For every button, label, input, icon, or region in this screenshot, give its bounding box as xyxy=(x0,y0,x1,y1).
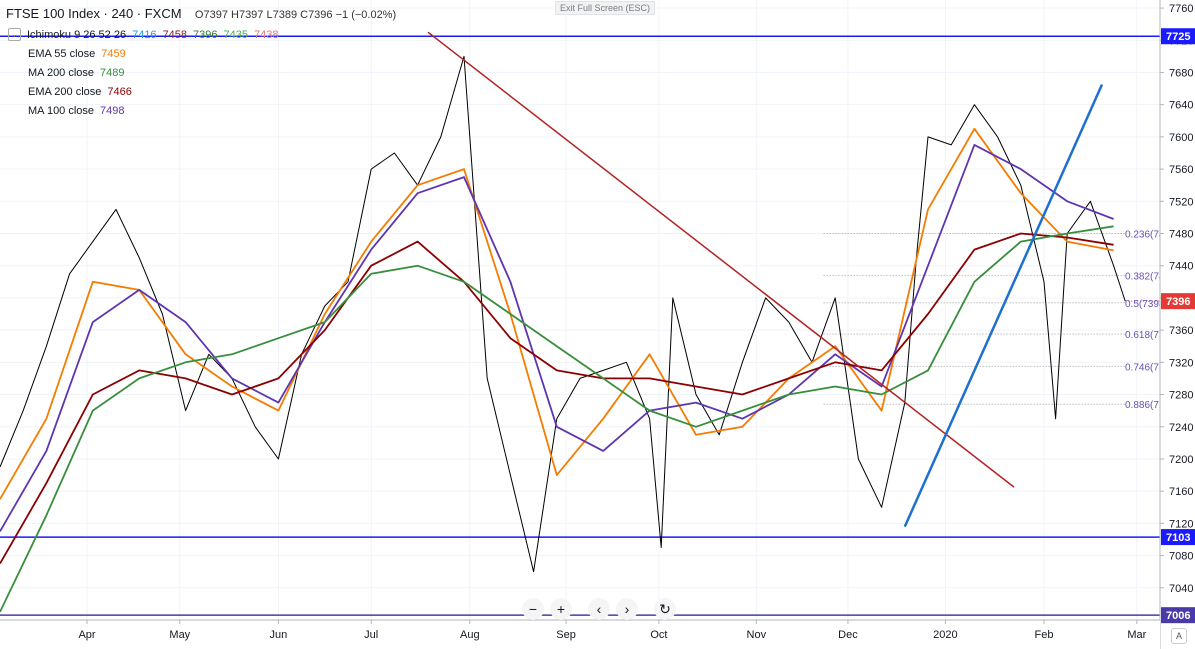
price-tick-label: 7280 xyxy=(1169,390,1193,402)
price-tick-label: 7480 xyxy=(1169,229,1193,241)
time-tick-label: Jun xyxy=(270,629,288,641)
trendline[interactable] xyxy=(903,84,1104,528)
chart-header: FTSE 100 Index · 240 · FXCM O7397 H7397 … xyxy=(6,6,396,21)
price-tick-label: 7640 xyxy=(1169,100,1193,112)
zoom-in-button[interactable]: + xyxy=(550,598,572,620)
horizontal-level-tag xyxy=(1161,529,1195,546)
fibonacci-levels: 0.236(74 0.382(74 0.5(7394 0.618(73 0.746(73… xyxy=(823,230,1165,411)
fib-level-label: 0.382(74 xyxy=(1125,271,1165,282)
time-tick-label: Aug xyxy=(460,629,480,641)
horizontal-level-label: 7725 xyxy=(1166,31,1190,43)
time-tick-label: Feb xyxy=(1035,629,1054,641)
time-tick-label: Nov xyxy=(747,629,767,641)
legend-item-name: Ichimoku 9 26 52 26 xyxy=(27,28,127,41)
time-tick-label: Sep xyxy=(556,629,576,641)
trendline[interactable] xyxy=(427,31,1015,488)
symbol-title[interactable]: FTSE 100 Index · 240 · FXCM xyxy=(6,6,182,21)
current-price-label: 7396 xyxy=(1166,296,1190,308)
legend-item[interactable]: EMA 55 close 7459 xyxy=(8,44,285,63)
price-tick-label: 7440 xyxy=(1169,261,1193,273)
price-tick-label: 7040 xyxy=(1169,583,1193,595)
horizontal-level-label: 7103 xyxy=(1166,532,1190,544)
legend-item-value: 7498 xyxy=(100,104,125,117)
price-tick-label: 7320 xyxy=(1169,357,1193,369)
horizontal-levels xyxy=(0,35,1160,616)
series-line xyxy=(0,144,1114,532)
time-axis-bg xyxy=(0,620,1160,649)
time-axis[interactable]: Apr May Jun Jul Aug Sep Oct Nov Dec 2020 Feb Mar xyxy=(0,619,1160,649)
legend-item[interactable]: MA 100 close 7498 xyxy=(8,101,285,120)
chart-navigation: − + ‹ › ↻ xyxy=(522,598,676,620)
price-tick-label: 7600 xyxy=(1169,132,1193,144)
time-tick-label: Apr xyxy=(78,629,95,641)
scroll-left-button[interactable]: ‹ xyxy=(588,598,610,620)
legend-item-value: 7416 xyxy=(132,28,157,41)
zoom-out-button[interactable]: − xyxy=(522,598,544,620)
series-line xyxy=(0,55,1126,573)
horizontal-level-tag xyxy=(1161,28,1195,45)
indicator-legend: ⌄ Ichimoku 9 26 52 26 7416 7458 7396 7435 7438… xyxy=(8,25,285,120)
fib-level-label: 0.618(73 xyxy=(1125,330,1165,341)
price-tick-label: 7360 xyxy=(1169,325,1193,337)
exit-fullscreen-button[interactable]: Exit Full Screen (ESC) xyxy=(555,1,656,15)
auto-scale-toggle[interactable]: A xyxy=(1171,628,1187,644)
series-line xyxy=(0,127,1114,500)
legend-item-name: MA 100 close xyxy=(28,104,95,117)
series-line xyxy=(0,232,1114,565)
time-tick-label: 2020 xyxy=(933,629,957,641)
legend-item-name: MA 200 close xyxy=(28,66,95,79)
legend-item-value: 7459 xyxy=(101,47,126,60)
time-tick-label: May xyxy=(169,629,190,641)
fib-level-label: 0.5(7394 xyxy=(1125,299,1165,310)
legend-item[interactable]: MA 200 close 7489 xyxy=(8,63,285,82)
fib-level-label: 0.236(74 xyxy=(1125,230,1165,241)
fib-level-label: 0.746(73 xyxy=(1125,362,1165,373)
legend-item-value: 7489 xyxy=(100,66,125,79)
time-tick-label: Jul xyxy=(364,629,378,641)
price-axis[interactable]: 7040708071207160720072407280732073607400… xyxy=(1159,0,1195,649)
legend-item-value: 7396 xyxy=(193,28,218,41)
price-tick-label: 7160 xyxy=(1169,486,1193,498)
price-tick-label: 7120 xyxy=(1169,518,1193,530)
legend-item-value: 7458 xyxy=(162,28,188,41)
trendlines[interactable] xyxy=(427,31,1104,528)
fib-level-label: 0.886(72 xyxy=(1125,400,1165,411)
legend-item-name: EMA 200 close xyxy=(28,85,102,98)
scroll-right-button[interactable]: › xyxy=(616,598,638,620)
price-tick-label: 7240 xyxy=(1169,422,1193,434)
time-tick-label: Dec xyxy=(838,629,858,641)
legend-item[interactable]: EMA 200 close 7466 xyxy=(8,82,285,101)
legend-item-value: 7435 xyxy=(223,28,249,41)
horizontal-level-tag xyxy=(1161,607,1195,624)
current-price-tag xyxy=(1161,293,1195,310)
price-tick-label: 7520 xyxy=(1169,196,1193,208)
time-tick-label: Mar xyxy=(1127,629,1146,641)
price-tick-label: 7560 xyxy=(1169,164,1193,176)
legend-item[interactable]: ⌄ Ichimoku 9 26 52 26 7416 7458 7396 7435 7438 xyxy=(8,25,285,44)
price-tick-label: 7080 xyxy=(1169,551,1193,563)
legend-item-name: EMA 55 close xyxy=(28,47,96,60)
time-tick-label: Oct xyxy=(650,629,667,641)
reset-chart-button[interactable]: ↻ xyxy=(654,598,676,620)
horizontal-level-label: 7006 xyxy=(1166,610,1190,622)
legend-item-value: 7466 xyxy=(107,85,132,98)
ohlc-readout: O7397 H7397 L7389 C7396 −1 (−0.02%) xyxy=(194,9,397,21)
price-tick-label: 7680 xyxy=(1169,67,1193,79)
series-line xyxy=(0,225,1114,613)
price-tick-label: 7760 xyxy=(1169,3,1193,15)
chevron-down-icon[interactable]: ⌄ xyxy=(8,28,21,41)
grid xyxy=(0,0,1160,620)
legend-item-value: 7438 xyxy=(254,28,279,41)
price-tick-label: 7200 xyxy=(1169,454,1193,466)
indicator-series xyxy=(0,55,1126,613)
